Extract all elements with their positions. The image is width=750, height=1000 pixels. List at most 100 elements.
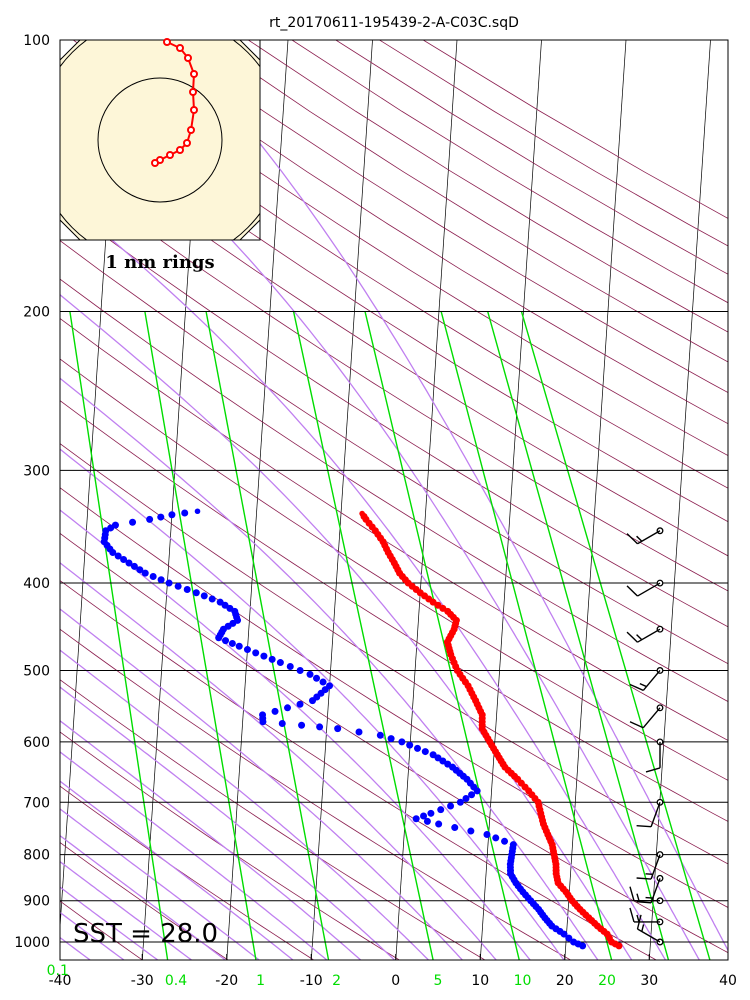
dewpoint-point xyxy=(284,704,292,712)
mixing-ratio-line xyxy=(69,311,169,960)
dewpoint-point xyxy=(271,707,279,715)
dewpoint-point xyxy=(435,820,443,828)
dewpoint-point xyxy=(447,802,455,810)
wind-barb-flag xyxy=(636,877,652,880)
wind-barb xyxy=(636,851,664,880)
dewpoint-point xyxy=(192,589,200,597)
wind-barb-half-flag xyxy=(645,896,653,899)
wind-barb xyxy=(629,907,664,926)
moist-adiabat xyxy=(0,40,58,961)
dry-adiabat xyxy=(60,842,229,960)
dewpoint-point xyxy=(141,569,149,577)
moist-adiabat xyxy=(60,75,701,960)
dewpoint-point xyxy=(168,511,176,519)
dewpoint-point xyxy=(216,598,224,606)
dewpoint-point xyxy=(456,798,464,806)
mixing-ratio-line xyxy=(520,311,711,960)
wind-barb-half-flag xyxy=(636,634,643,641)
dry-adiabat xyxy=(60,580,658,960)
mixing-ratio-line xyxy=(205,311,330,960)
wind-barb-flag xyxy=(629,907,635,923)
dewpoint-point xyxy=(130,562,138,570)
hodograph-inset xyxy=(59,38,261,241)
wind-barb xyxy=(645,738,664,773)
isotherm xyxy=(564,40,627,960)
dewpoint-point xyxy=(423,817,431,825)
dewpoint-point xyxy=(509,841,517,849)
dewpoint-point xyxy=(278,720,286,728)
wind-barb xyxy=(629,886,664,905)
dewpoint-point xyxy=(420,812,428,820)
dewpoint-point xyxy=(316,723,324,731)
dry-adiabat xyxy=(335,40,728,275)
hodograph-point xyxy=(187,126,195,134)
isotherm xyxy=(310,40,373,960)
isotherm xyxy=(226,40,289,960)
dewpoint-point xyxy=(174,582,182,590)
dewpoint-point xyxy=(252,649,260,657)
dewpoint-point xyxy=(129,518,137,526)
dewpoint-point xyxy=(334,725,342,733)
sounding-profiles xyxy=(100,508,623,950)
dewpoint-point xyxy=(222,637,230,645)
dewpoint-point xyxy=(114,552,122,560)
dewpoint-point xyxy=(276,659,284,667)
dewpoint-point xyxy=(319,678,327,686)
dewpoint-point xyxy=(111,521,119,529)
moist-adiabat xyxy=(60,608,464,960)
moist-adiabat xyxy=(60,719,362,960)
dewpoint-point xyxy=(157,513,165,521)
moist-adiabat xyxy=(60,834,227,960)
wind-barb xyxy=(629,667,664,692)
dry-adiabat xyxy=(60,166,728,592)
dewpoint-point xyxy=(183,586,191,594)
moist-adiabat xyxy=(60,649,430,960)
mixing-ratio-line xyxy=(292,311,434,960)
dewpoint-point xyxy=(296,700,304,708)
hodograph-point xyxy=(151,159,159,167)
pressure-tick-label: 200 xyxy=(23,305,50,321)
temp-tick-label: 0 xyxy=(391,973,400,989)
dry-adiabat xyxy=(60,785,315,960)
dewpoint-point xyxy=(200,592,208,600)
wind-barb xyxy=(636,798,664,828)
dry-adiabat xyxy=(60,443,728,865)
dewpoint-point xyxy=(228,639,236,647)
isotherm xyxy=(395,40,458,960)
mixing-ratio-label: 1 xyxy=(256,973,265,989)
moist-adiabat xyxy=(60,751,328,960)
pressure-tick-label: 500 xyxy=(23,663,50,679)
isotherm xyxy=(733,0,750,972)
wind-barb-flag xyxy=(645,767,661,773)
sst-label: SST = 28.0 xyxy=(73,919,218,949)
pressure-tick-label: 700 xyxy=(23,795,50,811)
hodograph-point xyxy=(189,88,197,96)
wind-barb-half-flag xyxy=(641,924,645,932)
dewpoint-point xyxy=(468,791,476,799)
hodograph-rings-label: 1 nm rings xyxy=(105,252,214,273)
dry-adiabat xyxy=(60,358,728,781)
dry-adiabat xyxy=(116,40,728,425)
wind-barb-half-flag xyxy=(636,535,643,542)
isotherm xyxy=(0,0,37,972)
mixing-ratio-label: 20 xyxy=(598,973,616,989)
dewpoint-point xyxy=(412,815,420,823)
dewpoint-point xyxy=(565,934,573,942)
dewpoint-point xyxy=(427,809,435,817)
mixing-ratio-label: 2 xyxy=(332,973,341,989)
temp-tick-label: 20 xyxy=(556,973,574,989)
dewpoint-point xyxy=(268,655,276,663)
hodograph-point xyxy=(184,54,192,62)
pressure-tick-label: 300 xyxy=(23,463,50,479)
pressure-tick-label: 800 xyxy=(23,848,50,864)
wind-barb-half-flag xyxy=(645,873,653,876)
isotherm xyxy=(648,40,711,960)
dewpoint-point xyxy=(286,663,294,671)
hodograph-point xyxy=(163,38,171,46)
dewpoint-point xyxy=(501,837,509,845)
wind-barb-flag xyxy=(629,683,644,692)
wind-barb-shaft xyxy=(637,582,661,597)
moist-adiabat xyxy=(60,293,633,960)
isotherm xyxy=(479,40,542,960)
